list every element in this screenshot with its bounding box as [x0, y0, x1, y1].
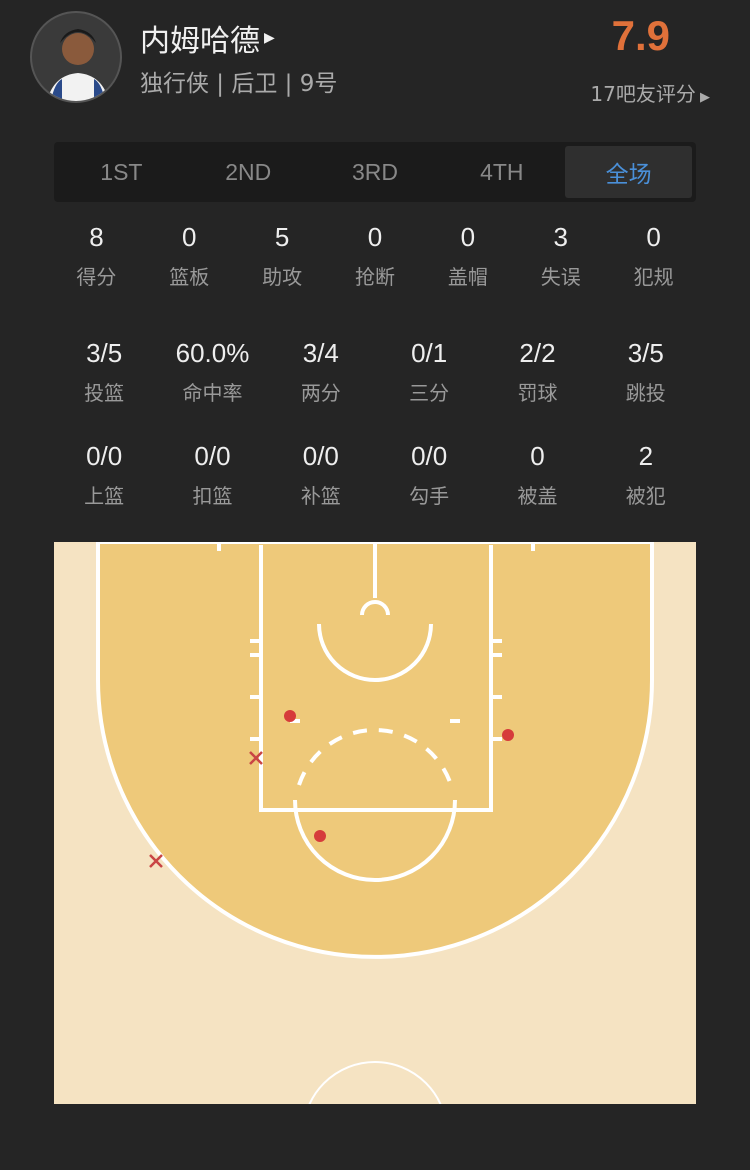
stat-value: 2/2 — [519, 338, 556, 368]
made-shot-marker — [284, 710, 296, 722]
stat-fouls: 0 犯规 — [607, 222, 700, 290]
stat-value: 0/0 — [302, 441, 339, 471]
stat-value: 0/0 — [411, 441, 448, 471]
stat-value: 0 — [646, 222, 661, 252]
stat-label: 上篮 — [84, 484, 125, 508]
tab-3rd[interactable]: 3RD — [351, 158, 398, 185]
tab-2nd[interactable]: 2ND — [225, 158, 272, 185]
stat-value: 0 — [530, 441, 545, 471]
stat-layup: 0/0 上篮 — [50, 441, 158, 509]
stat-fg: 3/5 投篮 — [50, 338, 158, 406]
stat-value: 60.0% — [175, 338, 250, 368]
stat-points: 8 得分 — [50, 222, 143, 290]
stat-putback: 0/0 补篮 — [267, 441, 375, 509]
stat-assists: 5 助攻 — [236, 222, 329, 290]
stat-value: 3/5 — [627, 338, 664, 368]
stat-label: 被盖 — [517, 484, 558, 508]
tab-full-game[interactable]: 全场 — [565, 146, 692, 198]
stat-label: 篮板 — [169, 265, 210, 289]
stat-value: 3/4 — [302, 338, 339, 368]
stat-label: 跳投 — [625, 381, 666, 405]
stat-value: 0 — [182, 222, 197, 252]
stat-value: 0/0 — [86, 441, 123, 471]
stat-value: 0 — [460, 222, 476, 252]
stat-label: 投篮 — [84, 381, 125, 405]
stat-dunk: 0/0 扣篮 — [158, 441, 266, 509]
stat-value: 8 — [89, 222, 104, 252]
shot-types-row: 0/0 上篮 0/0 扣篮 0/0 补篮 0/0 勾手 0 被盖 2 被犯 — [50, 441, 700, 509]
player-name-link[interactable]: 内姆哈德 ▶ — [140, 16, 275, 60]
stat-label: 命中率 — [182, 381, 243, 405]
stat-2pt: 3/4 两分 — [267, 338, 375, 406]
stat-ft: 2/2 罚球 — [483, 338, 591, 406]
stat-label: 补篮 — [300, 484, 341, 508]
stat-3pt: 0/1 三分 — [375, 338, 483, 406]
made-shot-marker — [314, 830, 326, 842]
player-avatar[interactable] — [30, 11, 122, 103]
rating-label: 17吧友评分 — [590, 82, 696, 106]
stat-label: 勾手 — [409, 484, 450, 508]
stat-steals: 0 抢断 — [329, 222, 422, 290]
missed-shot-marker — [249, 751, 263, 765]
stat-rebounds: 0 篮板 — [143, 222, 236, 290]
missed-shot-marker — [149, 854, 163, 868]
basic-stats-row: 8 得分 0 篮板 5 助攻 0 抢断 0 盖帽 3 失误 0 犯规 — [50, 222, 700, 290]
stat-blocks: 0 盖帽 — [421, 222, 514, 290]
stat-label: 得分 — [76, 265, 117, 289]
stat-turnovers: 3 失误 — [514, 222, 607, 290]
stat-value: 3 — [553, 222, 568, 252]
player-rating: 7.9 — [611, 12, 670, 59]
rating-link[interactable]: 17吧友评分 ▶ — [590, 78, 710, 107]
stat-label: 扣篮 — [192, 484, 233, 508]
stat-jumpshot: 3/5 跳投 — [592, 338, 700, 406]
period-tabs: 1ST 2ND 3RD 4TH 全场 — [54, 142, 696, 202]
shot-chart-court — [54, 542, 696, 1104]
stat-label: 罚球 — [517, 381, 558, 405]
stat-value: 5 — [274, 222, 290, 252]
stat-value: 0 — [367, 222, 383, 252]
stat-blocked: 0 被盖 — [483, 441, 591, 509]
stat-fouled: 2 被犯 — [592, 441, 700, 509]
made-shot-marker — [502, 729, 514, 741]
stat-fg-pct: 60.0% 命中率 — [158, 338, 266, 406]
shooting-stats-row: 3/5 投篮 60.0% 命中率 3/4 两分 0/1 三分 2/2 罚球 3/5 跳投 — [50, 338, 700, 406]
player-info: 独行侠 | 后卫 | 9号 — [140, 71, 338, 97]
stat-label: 抢断 — [355, 265, 395, 289]
stat-value: 0/1 — [411, 338, 448, 368]
stat-label: 盖帽 — [447, 265, 488, 289]
stat-label: 失误 — [540, 265, 581, 289]
stat-label: 被犯 — [625, 484, 666, 508]
stat-value: 0/0 — [194, 441, 231, 471]
stat-label: 三分 — [409, 381, 450, 405]
player-name: 内姆哈德 — [140, 24, 260, 59]
play-arrow-icon: ▶ — [695, 90, 710, 105]
stat-label: 助攻 — [262, 265, 303, 289]
tab-4th[interactable]: 4TH — [480, 158, 524, 185]
play-arrow-icon: ▶ — [264, 30, 275, 46]
stat-value: 3/5 — [86, 338, 123, 368]
tab-1st[interactable]: 1ST — [100, 158, 143, 185]
stat-hook: 0/0 勾手 — [375, 441, 483, 509]
stat-value: 2 — [638, 441, 654, 471]
stat-label: 两分 — [300, 381, 341, 405]
stat-label: 犯规 — [633, 265, 674, 289]
